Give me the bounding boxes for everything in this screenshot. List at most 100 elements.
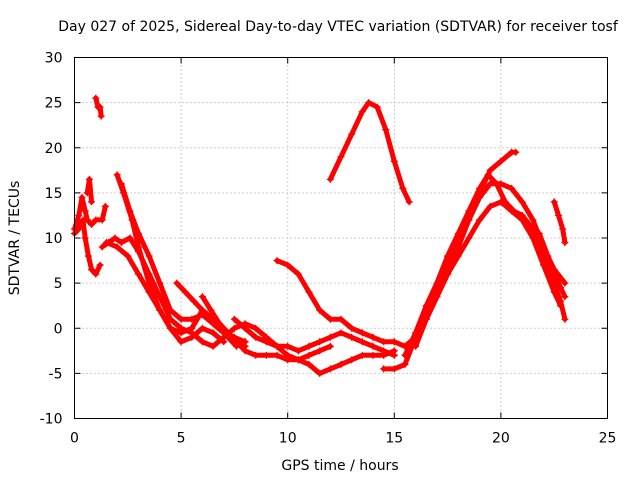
data-point: [380, 347, 388, 355]
data-point: [88, 220, 96, 228]
data-point: [405, 198, 413, 206]
data-point: [92, 94, 100, 102]
data-point: [305, 351, 313, 359]
data-point: [316, 369, 324, 377]
series-trace: [327, 100, 412, 205]
series-trace: [274, 149, 519, 349]
data-point: [358, 338, 366, 346]
data-point: [273, 257, 281, 265]
data-point: [96, 261, 104, 269]
y-tick-label: 30: [45, 51, 63, 67]
series-arc-16: [412, 198, 565, 350]
data-point: [117, 239, 125, 247]
data-point: [369, 342, 377, 350]
series-arc-11: [230, 315, 398, 359]
data-point: [190, 297, 198, 305]
data-point: [422, 302, 430, 310]
series-arc-17: [550, 198, 569, 247]
x-tick-label: 15: [385, 431, 403, 447]
data-point: [476, 184, 484, 192]
data-point: [465, 234, 473, 242]
data-point: [198, 338, 206, 346]
data-point: [252, 351, 260, 359]
x-axis-label: GPS time / hours: [281, 458, 398, 474]
data-point: [188, 324, 196, 332]
data-point: [518, 198, 526, 206]
data-point: [88, 266, 96, 274]
series-arc-4: [92, 94, 105, 120]
data-point: [348, 356, 356, 364]
data-point: [550, 270, 558, 278]
series-arc-13: [326, 99, 413, 206]
data-point: [83, 189, 91, 197]
data-point: [444, 252, 452, 260]
data-point: [85, 175, 93, 183]
data-point: [198, 293, 206, 301]
data-point: [348, 333, 356, 341]
data-point: [241, 324, 249, 332]
data-point: [561, 279, 569, 287]
data-point: [78, 193, 86, 201]
data-point: [382, 126, 390, 134]
data-point: [401, 360, 409, 368]
y-tick-label: 5: [54, 276, 63, 292]
data-point: [92, 270, 100, 278]
data-point: [390, 351, 398, 359]
data-point: [529, 234, 537, 242]
data-point: [326, 333, 334, 341]
y-tick-label: -10: [40, 412, 63, 428]
data-point: [561, 239, 569, 247]
series-trace: [413, 199, 564, 349]
data-point: [305, 342, 313, 350]
data-point: [134, 229, 142, 237]
data-point: [512, 148, 520, 156]
data-point: [156, 306, 164, 314]
data-point: [444, 270, 452, 278]
data-point: [401, 351, 409, 359]
data-point: [433, 279, 441, 287]
data-point: [207, 315, 215, 323]
y-tick-label: 10: [45, 231, 63, 247]
data-point: [550, 288, 558, 296]
data-point: [390, 338, 398, 346]
data-point: [92, 216, 100, 224]
data-point: [529, 225, 537, 233]
data-point: [188, 333, 196, 341]
data-point: [550, 198, 558, 206]
data-point: [326, 315, 334, 323]
data-point: [557, 302, 565, 310]
data-point: [102, 239, 110, 247]
data-point: [399, 184, 407, 192]
grid: [74, 57, 608, 419]
data-point: [209, 342, 217, 350]
x-tick-label: 10: [279, 431, 297, 447]
data-point: [241, 338, 249, 346]
data-point: [316, 347, 324, 355]
series-arc-7: [117, 180, 249, 346]
data-series: [71, 94, 569, 377]
data-point: [373, 103, 381, 111]
data-point: [486, 180, 494, 188]
data-point: [81, 207, 89, 215]
data-point: [111, 234, 119, 242]
data-point: [156, 293, 164, 301]
data-point: [544, 252, 552, 260]
y-tick-label: 0: [54, 321, 63, 337]
data-point: [497, 157, 505, 165]
data-point: [294, 270, 302, 278]
data-point: [561, 315, 569, 323]
data-point: [134, 243, 142, 251]
data-point: [96, 103, 104, 111]
axis-ticks: 0 5 10 15 20 25 -10 -5 0 5 10 15 20 25 30: [40, 51, 617, 447]
data-point: [113, 171, 121, 179]
data-point: [337, 329, 345, 337]
data-point: [177, 338, 185, 346]
data-point: [518, 216, 526, 224]
data-point: [284, 342, 292, 350]
data-point: [316, 338, 324, 346]
data-point: [380, 338, 388, 346]
data-point: [224, 333, 232, 341]
data-point: [348, 130, 356, 138]
series-trace: [551, 199, 568, 245]
